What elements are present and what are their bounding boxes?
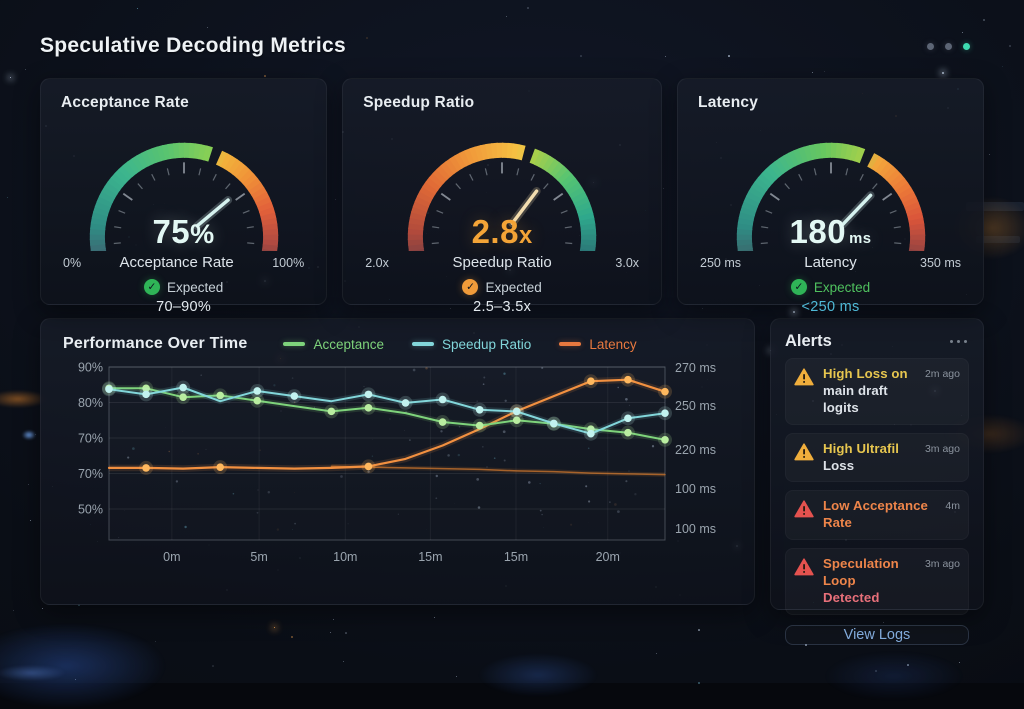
gauge-label: Speedup Ratio: [452, 254, 552, 271]
svg-text:220 ms: 220 ms: [675, 443, 716, 457]
gauge-max-label: 3.0x: [615, 256, 640, 270]
gauge-status-text: Expected: [166, 279, 224, 295]
svg-text:20m: 20m: [596, 550, 620, 564]
gauge-card-speedup-ratio: Speedup Ratio 2.8x 2.0x Speedup Ratio 3.…: [342, 78, 663, 315]
gauge-max-label: 100%: [272, 256, 305, 270]
performance-chart-card: Performance Over Time Acceptance Speedup …: [40, 318, 755, 605]
svg-text:70%: 70%: [78, 432, 103, 446]
warning-triangle-icon: [794, 443, 814, 466]
warning-triangle-icon: [794, 558, 814, 581]
acceptance-gauge: [89, 142, 278, 251]
svg-text:15m: 15m: [504, 550, 528, 564]
svg-text:10m: 10m: [333, 550, 357, 564]
svg-text:90%: 90%: [78, 361, 103, 375]
warning-triangle-icon: [794, 368, 814, 391]
legend-label: Acceptance: [313, 336, 384, 352]
gauge-value: 2.8x: [471, 213, 533, 250]
header-status-dots[interactable]: [927, 42, 984, 50]
alert-message: High Ultrafil Loss: [823, 440, 900, 473]
page-title: Speculative Decoding Metrics: [40, 34, 346, 57]
check-icon: ✓: [790, 279, 807, 295]
latency-gauge: [736, 142, 925, 251]
gauge-card-acceptance-rate: Acceptance Rate 75% 0% Acceptance Rate 1…: [40, 78, 328, 315]
svg-text:100 ms: 100 ms: [675, 482, 716, 496]
alerts-panel: Alerts High Loss on main draft logits 2m a…: [770, 318, 984, 645]
alert-message: Speculation Loop Detected: [823, 556, 899, 606]
alert-timestamp: 4m: [945, 500, 960, 513]
alert-item[interactable]: High Loss on main draft logits 2m ago: [785, 358, 969, 425]
legend-label: Speedup Ratio: [441, 336, 532, 352]
svg-text:100 ms: 100 ms: [675, 522, 716, 536]
gauge-title: Acceptance Rate: [61, 94, 189, 111]
svg-text:270 ms: 270 ms: [675, 361, 716, 375]
performance-line-chart: 90% 80% 70% 70% 50% 270 ms 250 ms 220 ms 100 ms 1…: [78, 361, 716, 565]
svg-text:70%: 70%: [78, 467, 103, 481]
legend-item-acceptance[interactable]: Acceptance: [283, 337, 384, 352]
legend-label: Latency: [589, 336, 637, 352]
gauge-value: 180 ms: [789, 213, 872, 250]
gauge-min-label: 2.0x: [365, 256, 389, 270]
gauge-value: 75%: [152, 213, 215, 250]
chart-title: Performance Over Time: [63, 335, 248, 352]
speedup-gauge: [407, 142, 597, 251]
gauge-expected-range: <250 ms: [801, 299, 860, 315]
legend-swatch: [411, 342, 434, 346]
dashboard-header: Speculative Decoding Metrics: [40, 24, 984, 68]
svg-text:80%: 80%: [78, 396, 103, 410]
alert-timestamp: 3m ago: [924, 442, 960, 455]
check-icon: ✓: [143, 279, 160, 295]
gauge-status-text: Expected: [485, 279, 542, 295]
gauge-title: Latency: [698, 94, 759, 111]
check-icon: ✓: [462, 279, 479, 295]
svg-text:5m: 5m: [250, 550, 267, 564]
gauge-expected-range: 2.5–3.5x: [473, 299, 532, 315]
alert-message: High Loss on main draft logits: [823, 366, 908, 415]
gauge-status-text: Expected: [813, 279, 871, 295]
gauge-expected-range: 70–90%: [156, 299, 212, 315]
gauge-label: Latency: [804, 254, 857, 271]
alerts-title: Alerts: [785, 332, 832, 350]
legend-swatch: [559, 342, 582, 346]
legend-swatch: [283, 342, 306, 346]
svg-text:50%: 50%: [78, 503, 103, 517]
alert-message: Low Acceptance Rate: [823, 498, 928, 531]
svg-text:0m: 0m: [163, 550, 180, 564]
legend-item-latency[interactable]: Latency: [559, 336, 637, 352]
ellipsis-icon[interactable]: [948, 336, 970, 348]
gauge-min-label: 250 ms: [700, 256, 742, 270]
gauge-max-label: 350 ms: [920, 256, 961, 270]
alert-timestamp: 2m ago: [924, 368, 960, 380]
chart-legend: Acceptance Speedup Ratio Latency: [283, 336, 637, 352]
gauge-label: Acceptance Rate: [119, 254, 234, 271]
svg-text:250 ms: 250 ms: [675, 399, 716, 413]
alert-item[interactable]: Speculation Loop Detected 3m ago: [785, 548, 969, 615]
alerts-list: High Loss on main draft logits 2m ago High …: [785, 358, 969, 615]
gauge-card-latency: Latency 180 ms 250 ms Latency 350 ms ✓ Ex…: [677, 78, 984, 315]
gauges-row: Acceptance Rate 75% 0% Acceptance Rate 1…: [40, 78, 984, 315]
svg-text:15m: 15m: [418, 550, 442, 564]
alert-timestamp: 3m ago: [924, 558, 960, 571]
view-logs-button[interactable]: View Logs: [785, 624, 969, 645]
alert-item[interactable]: Low Acceptance Rate 4m: [785, 490, 969, 540]
warning-triangle-icon: [794, 500, 814, 523]
gauge-title: Speedup Ratio: [363, 94, 475, 111]
legend-item-speedup-ratio[interactable]: Speedup Ratio: [411, 336, 532, 352]
alert-item[interactable]: High Ultrafil Loss 3m ago: [785, 433, 969, 483]
gauge-min-label: 0%: [63, 256, 82, 270]
